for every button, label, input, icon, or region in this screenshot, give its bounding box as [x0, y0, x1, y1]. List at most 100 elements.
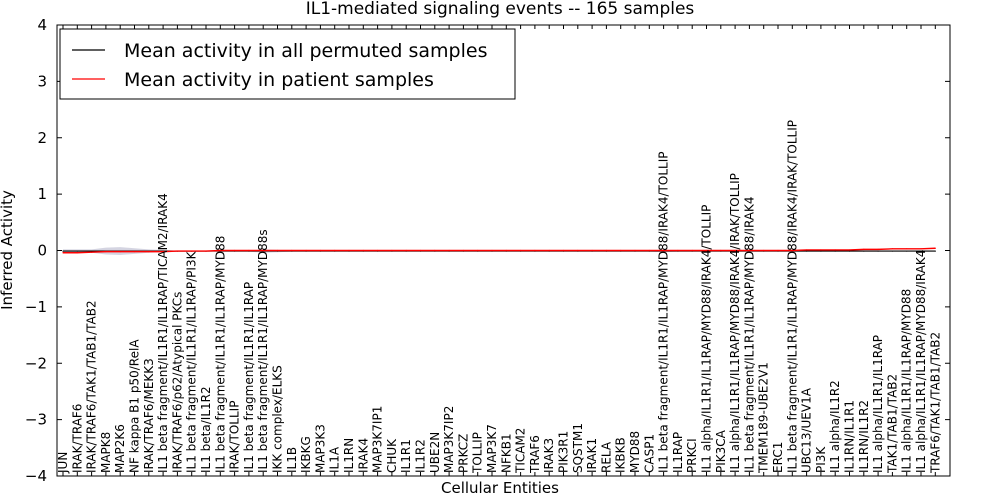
x-category-label: IRAK/TRAF6/MEKK3	[142, 358, 156, 473]
x-category-label: IL1 alpha/IL1R1/IL1RAP/MYD88	[900, 289, 914, 473]
data-point-permuted	[848, 250, 851, 252]
data-point-patient	[877, 248, 879, 250]
data-point-patient	[119, 251, 121, 253]
data-point-patient	[477, 249, 479, 252]
x-category-label: TRAF6	[528, 435, 542, 474]
data-point-patient	[405, 249, 407, 252]
x-category-label: IKBKB	[614, 437, 628, 473]
data-point-permuted	[863, 250, 865, 252]
x-category-label: TICAM2	[514, 428, 528, 474]
x-category-label: IRAK4	[356, 438, 370, 473]
data-point-patient	[91, 251, 93, 253]
x-category-label: IRAK/TOLLIP	[228, 401, 242, 473]
y-tick-label: −3	[25, 411, 47, 429]
data-point-patient	[219, 249, 221, 252]
x-category-label: RELA	[599, 441, 613, 473]
x-category-label: PIK3CA	[714, 429, 728, 473]
x-category-label: MAP3K7IP2	[442, 406, 456, 473]
data-point-patient	[148, 251, 150, 253]
x-category-label: CHUK	[385, 438, 399, 473]
data-point-patient	[319, 249, 321, 252]
legend-label-permuted: Mean activity in all permuted samples	[124, 40, 487, 62]
data-point-patient	[648, 249, 650, 252]
x-category-label: PRKCI	[685, 438, 699, 473]
x-category-label: IL1 beta fragment/IL1R1/IL1RAP/MYD88	[213, 236, 227, 473]
series-lines-layer	[62, 247, 936, 254]
x-category-label: IL1RN	[342, 438, 356, 473]
data-point-permuted	[877, 250, 879, 252]
x-category-label: IL1 alpha/IL1R1/IL1RAP/MYD88/IRAK4	[914, 250, 928, 473]
x-category-label: MAPK8	[99, 432, 113, 473]
x-category-label: PIK3R1	[557, 431, 571, 473]
data-point-patient	[448, 249, 450, 252]
data-point-patient	[434, 249, 436, 252]
x-category-label: PRKCZ	[456, 434, 470, 473]
data-point-patient	[205, 250, 207, 252]
x-category-label: IL1 beta fragment/IL1R1/IL1RAP/MYD88/IRA…	[742, 196, 756, 473]
x-category-label: UBE2N	[428, 432, 442, 473]
data-point-permuted	[62, 250, 64, 252]
data-point-patient	[720, 249, 722, 252]
data-point-patient	[262, 249, 264, 252]
data-point-patient	[162, 251, 164, 253]
chart-title: IL1-mediated signaling events -- 165 sam…	[306, 0, 695, 19]
x-category-label: IL1 beta fragment/IL1R1/IL1RAP	[242, 282, 256, 473]
data-point-patient	[419, 249, 422, 252]
data-point-permuted	[820, 250, 822, 252]
x-category-label: IL1 beta fragment/IL1R1/IL1RAP/MYD88s	[256, 229, 270, 473]
x-category-label: IL1RN/IL1R1	[843, 400, 857, 473]
series-line-patient	[63, 247, 936, 254]
data-point-patient	[334, 249, 336, 252]
x-category-label: SQSTM1	[571, 423, 585, 473]
data-point-patient	[76, 252, 78, 254]
data-point-patient	[505, 249, 507, 252]
data-point-patient	[705, 249, 708, 252]
x-category-label: IL1 beta fragment/IL1R1/IL1RAP/MYD88/IRA…	[657, 152, 671, 473]
legend-label-patient: Mean activity in patient samples	[124, 69, 434, 91]
data-point-patient	[748, 249, 751, 252]
plot-frame	[56, 24, 951, 477]
x-category-label: IL1RAP	[671, 432, 685, 473]
legend-box	[59, 28, 516, 100]
y-tick-label: 0	[37, 242, 47, 260]
data-point-permuted	[76, 250, 78, 252]
x-category-label: IL1 beta/IL1R2	[199, 386, 213, 473]
data-point-patient	[777, 249, 779, 252]
x-category-label: IL1R1	[399, 439, 413, 473]
data-point-permuted	[834, 250, 836, 252]
x-category-label: IL1A	[328, 446, 342, 473]
y-tick-label: 4	[37, 16, 47, 34]
data-point-patient	[176, 250, 178, 252]
data-point-patient	[920, 248, 922, 250]
data-point-patient	[562, 249, 565, 252]
x-category-label: IRAK/TRAF6/p62/Atypical PKCs	[170, 292, 184, 473]
data-point-patient	[577, 249, 579, 252]
data-point-patient	[191, 250, 193, 252]
x-category-label: MAP3K7	[485, 424, 499, 473]
data-point-patient	[677, 249, 679, 252]
data-point-patient	[934, 247, 936, 249]
x-category-label: IL1B	[285, 447, 299, 473]
data-point-permuted	[906, 250, 908, 252]
data-point-patient	[791, 249, 793, 252]
data-point-patient	[348, 249, 350, 252]
x-category-label: IRAK/TRAF6	[70, 404, 84, 473]
y-axis-label: Inferred Activity	[0, 190, 16, 310]
x-category-label: NFKB1	[499, 433, 513, 473]
data-point-patient	[806, 249, 808, 251]
data-point-patient	[906, 248, 908, 250]
x-category-label: IRAK3	[542, 438, 556, 473]
data-point-patient	[133, 251, 136, 253]
x-category-label: MAP3K7IP1	[371, 406, 385, 473]
data-point-patient	[362, 249, 364, 252]
x-category-label: UBC13/UEV1A	[800, 387, 814, 473]
legend: Mean activity in all permuted samples Me…	[59, 28, 516, 100]
data-point-patient	[377, 249, 379, 252]
x-category-label: IL1 alpha/IL1R2	[828, 380, 842, 473]
category-labels-layer: JUN IRAK/TRAF6 IRAK/TRAF6/TAK1/TAB1/TAB2 MA…	[56, 120, 942, 474]
data-point-patient	[734, 249, 736, 252]
data-point-patient	[663, 249, 665, 252]
data-point-permuted	[91, 250, 93, 252]
y-tick-label: 2	[37, 129, 47, 147]
x-category-label: IKK complex/ELKS	[271, 365, 285, 473]
